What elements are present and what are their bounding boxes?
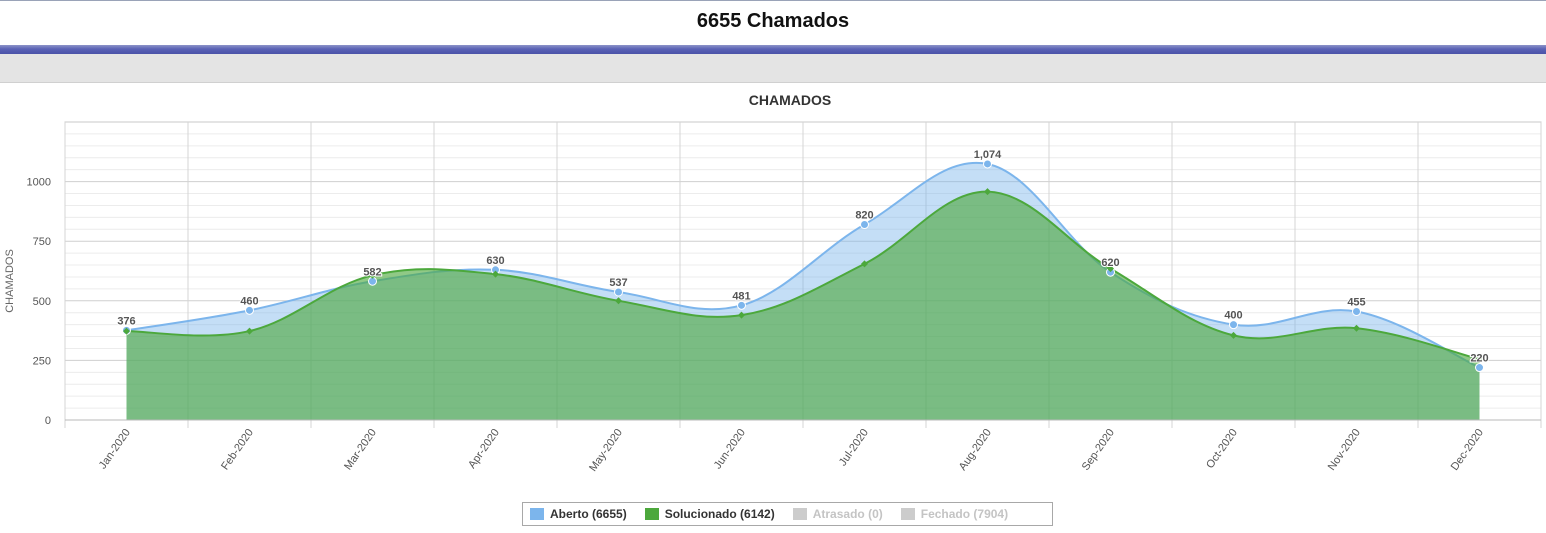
data-label: 1,074 — [974, 149, 1002, 161]
legend-swatch — [644, 508, 659, 520]
data-point — [861, 260, 868, 268]
x-tick-label: Apr-2020 — [466, 427, 502, 471]
x-tick-label: Oct-2020 — [1204, 427, 1240, 471]
y-tick-label: 0 — [45, 415, 51, 427]
legend-label: Atrasado (0) — [812, 507, 883, 521]
data-label: 455 — [1347, 297, 1365, 309]
series-area-solucionado — [126, 191, 1480, 420]
x-tick-label: Sep-2020 — [1080, 427, 1117, 473]
data-point — [1230, 331, 1237, 339]
x-tick-label: Feb-2020 — [219, 427, 256, 472]
legend-label: Solucionado (6142) — [664, 507, 775, 521]
data-point — [369, 271, 376, 279]
legend-swatch — [900, 508, 915, 520]
data-point — [245, 305, 254, 315]
data-point — [1352, 307, 1361, 317]
data-point — [1353, 324, 1360, 332]
data-label: 460 — [240, 295, 258, 307]
data-labels: 376 460 582 630 537 481 820 1,074 620 400 455 220 — [116, 148, 1489, 366]
legend-item-fechado[interactable]: Fechado (7904) — [900, 507, 1009, 521]
legend-label: Aberto (6655) — [550, 507, 627, 521]
data-label: 481 — [732, 290, 750, 302]
legend-swatch — [792, 508, 807, 520]
data-point — [860, 220, 869, 230]
y-tick-label: 1000 — [27, 177, 51, 189]
data-label: 537 — [609, 277, 627, 289]
legend-swatch — [530, 508, 544, 520]
x-tick-label: Nov-2020 — [1326, 427, 1363, 473]
legend-item-solucionado[interactable]: Solucionado (6142) — [644, 507, 775, 521]
x-tick-label: Aug-2020 — [957, 427, 994, 473]
x-tick-label: Jan-2020 — [97, 427, 133, 471]
data-label: 220 — [1470, 353, 1488, 365]
chart-legend: Aberto (6655) Solucionado (6142) Atrasad… — [522, 502, 1053, 526]
header-bar — [0, 45, 1546, 54]
legend-item-atrasado[interactable]: Atrasado (0) — [792, 507, 883, 521]
top-border — [0, 0, 1546, 1]
data-point — [246, 327, 253, 335]
x-tick-label: May-2020 — [587, 427, 625, 474]
data-point — [983, 159, 992, 169]
data-label: 400 — [1224, 310, 1242, 322]
data-point — [1476, 355, 1483, 363]
data-point — [737, 300, 746, 310]
data-label: 582 — [363, 266, 381, 278]
data-point — [1475, 363, 1484, 373]
data-label: 376 — [117, 315, 135, 327]
data-label: 620 — [1101, 257, 1119, 269]
data-point — [123, 327, 130, 335]
legend-item-aberto[interactable]: Aberto (6655) — [530, 507, 627, 521]
x-tick-label: Jun-2020 — [712, 427, 748, 471]
data-point — [738, 311, 745, 319]
series-line-solucionado — [126, 190, 1480, 361]
data-label: 630 — [486, 255, 504, 267]
series-areas — [126, 161, 1480, 420]
y-tick-label: 250 — [33, 355, 51, 367]
data-point — [1107, 265, 1114, 273]
x-tick-label: Dec-2020 — [1449, 427, 1486, 473]
data-point — [492, 270, 499, 278]
legend-label: Fechado (7904) — [920, 507, 1009, 521]
y-axis-label: CHAMADOS — [4, 249, 16, 313]
series-markers — [122, 159, 1484, 373]
y-tick-label: 750 — [33, 236, 51, 248]
data-point — [984, 188, 991, 196]
data-point — [1229, 320, 1238, 330]
data-point — [614, 287, 623, 297]
toolbar-strip — [0, 54, 1546, 83]
page-title: 6655 Chamados — [696, 10, 850, 32]
chart-title: CHAMADOS — [748, 92, 832, 108]
data-label: 820 — [855, 210, 873, 222]
x-tick-label: Mar-2020 — [342, 427, 379, 472]
data-point — [615, 297, 622, 305]
x-tick-label: Jul-2020 — [837, 427, 871, 468]
y-tick-label: 500 — [33, 296, 51, 308]
